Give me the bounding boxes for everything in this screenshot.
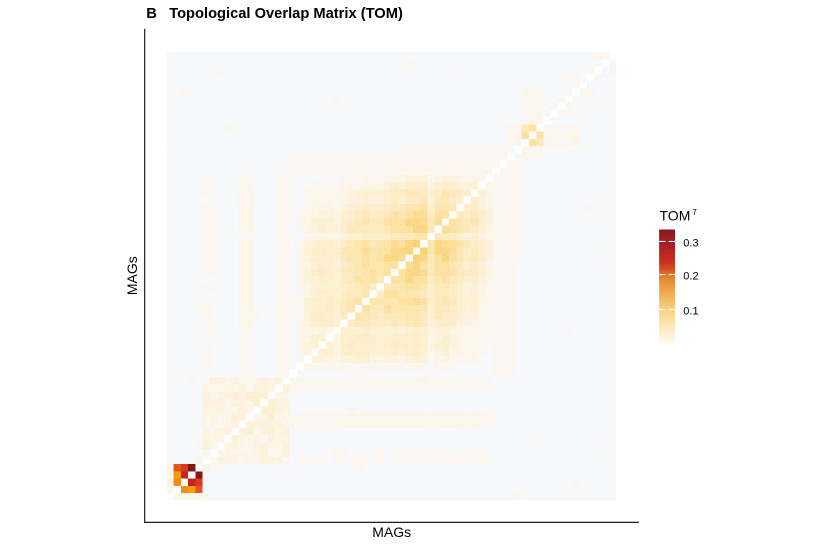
svg-text:TOM: TOM bbox=[660, 208, 691, 224]
svg-text:B: B bbox=[146, 6, 157, 22]
svg-text:MAGs: MAGs bbox=[124, 256, 140, 295]
svg-text:MAGs: MAGs bbox=[372, 524, 411, 540]
svg-text:Topological Overlap Matrix (TO: Topological Overlap Matrix (TOM) bbox=[169, 6, 403, 22]
svg-text:0.3: 0.3 bbox=[683, 237, 698, 249]
svg-text:0.1: 0.1 bbox=[683, 305, 698, 317]
svg-text:7: 7 bbox=[692, 208, 697, 217]
svg-text:0.2: 0.2 bbox=[683, 270, 698, 282]
